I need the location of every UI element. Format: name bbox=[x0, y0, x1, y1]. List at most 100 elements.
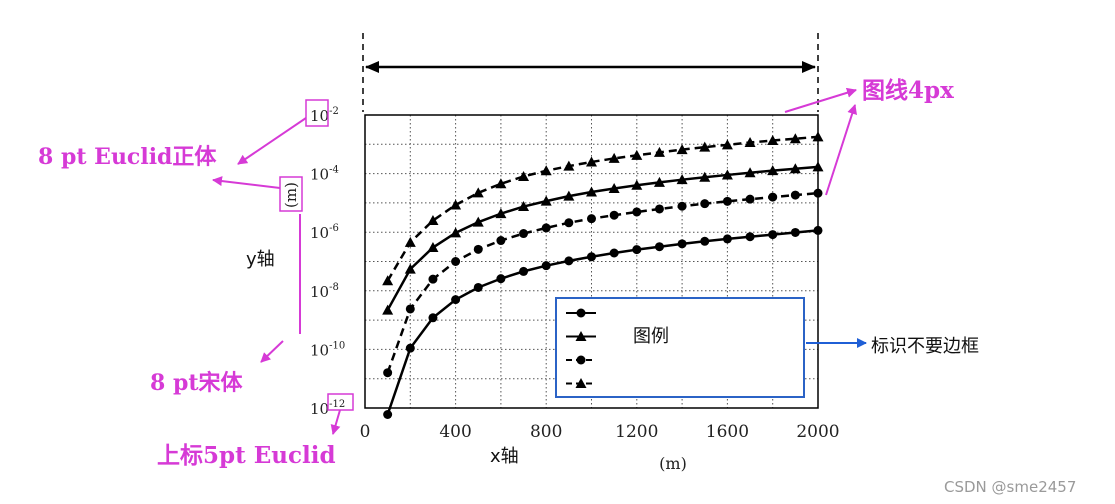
data-point-circle bbox=[496, 274, 506, 284]
data-point-circle bbox=[541, 261, 551, 271]
data-point-triangle bbox=[767, 165, 779, 176]
y-axis-cn-label: y轴 bbox=[246, 249, 275, 270]
data-point-circle bbox=[587, 252, 596, 262]
x-axis-label: (m) bbox=[659, 454, 687, 473]
annotation-arrow-y-label bbox=[212, 176, 281, 189]
data-point-circle bbox=[519, 229, 529, 239]
y-tick-label: 10-4 bbox=[310, 165, 339, 184]
legend-box bbox=[555, 297, 805, 398]
data-point-circle bbox=[745, 232, 755, 242]
y-axis-label: (m) bbox=[282, 182, 300, 208]
series-1 bbox=[382, 131, 824, 286]
legend-entry bbox=[566, 355, 596, 365]
data-point-triangle bbox=[653, 146, 665, 157]
data-point-circle bbox=[609, 248, 619, 258]
annotation-arrow-top-exponent bbox=[237, 117, 307, 165]
data-point-triangle bbox=[699, 141, 711, 152]
plot-frame bbox=[364, 114, 819, 409]
data-point-triangle bbox=[767, 134, 779, 145]
data-point-triangle bbox=[495, 178, 507, 189]
data-point-triangle bbox=[450, 199, 462, 210]
legend-entries bbox=[566, 308, 596, 388]
data-point-circle bbox=[790, 190, 800, 200]
series-3 bbox=[383, 188, 823, 378]
data-point-circle bbox=[790, 227, 800, 237]
data-point-circle bbox=[654, 242, 664, 252]
legend-entry bbox=[566, 331, 596, 341]
x-tick-label: 1600 bbox=[706, 422, 749, 442]
data-point-circle bbox=[473, 282, 483, 292]
x-tick-labels: 0 400 800 1200 1600 2000 bbox=[360, 422, 840, 442]
data-point-triangle bbox=[472, 216, 484, 227]
data-point-triangle bbox=[518, 201, 530, 212]
series-4 bbox=[383, 225, 823, 420]
data-point-triangle bbox=[518, 170, 530, 181]
data-point-circle bbox=[541, 223, 551, 233]
data-point-triangle bbox=[404, 236, 416, 247]
data-point-triangle bbox=[631, 149, 643, 160]
x-tick-label: 1200 bbox=[615, 422, 658, 442]
series-line bbox=[386, 135, 819, 282]
annotation-arrow-line-width-bottom bbox=[825, 104, 857, 196]
data-point-circle bbox=[609, 210, 619, 220]
annotation-arrow-line-width-top bbox=[784, 87, 857, 113]
y-tick-label: 10-8 bbox=[310, 282, 339, 301]
data-point-circle bbox=[428, 274, 438, 284]
data-point-circle bbox=[496, 236, 506, 246]
data-point-circle bbox=[576, 308, 586, 318]
data-point-circle bbox=[564, 218, 574, 228]
data-point-circle bbox=[383, 410, 393, 420]
bottom-exponent-highlight bbox=[327, 393, 354, 411]
data-point-triangle bbox=[676, 144, 688, 155]
data-point-triangle bbox=[427, 215, 439, 226]
data-point-triangle bbox=[812, 161, 824, 172]
data-point-triangle bbox=[472, 187, 484, 198]
data-point-circle bbox=[677, 201, 687, 211]
data-point-circle bbox=[700, 199, 710, 209]
data-point-triangle bbox=[563, 190, 575, 201]
data-point-circle bbox=[768, 192, 778, 202]
data-point-triangle bbox=[586, 186, 597, 197]
series-2 bbox=[382, 161, 824, 315]
data-point-triangle bbox=[812, 131, 824, 142]
y-tick-label: 10-6 bbox=[310, 223, 339, 242]
x-tick-label: 2000 bbox=[796, 422, 839, 442]
legend-entry bbox=[566, 378, 596, 388]
y-tick-labels: 10-2 10-4 10-6 10-8 10-10 10-12 bbox=[310, 106, 345, 418]
data-point-triangle bbox=[404, 263, 416, 274]
data-point-triangle bbox=[540, 165, 552, 176]
annotation-arrow-superscript bbox=[330, 409, 341, 435]
data-point-circle bbox=[405, 304, 415, 314]
data-point-circle bbox=[564, 256, 574, 266]
data-point-circle bbox=[632, 207, 642, 217]
x-tick-label: 400 bbox=[439, 422, 471, 442]
data-point-triangle bbox=[608, 183, 620, 194]
data-point-circle bbox=[677, 239, 687, 249]
data-point-circle bbox=[722, 234, 732, 244]
x-axis-cn-label: x轴 bbox=[490, 446, 519, 467]
data-point-triangle bbox=[789, 133, 801, 144]
y-tick-label: 10-2 bbox=[310, 106, 339, 125]
data-point-triangle bbox=[789, 163, 801, 174]
data-point-circle bbox=[451, 295, 461, 305]
data-point-triangle bbox=[699, 171, 711, 182]
data-point-triangle bbox=[563, 160, 575, 171]
data-point-triangle bbox=[744, 137, 756, 148]
watermark: CSDN @sme2457 bbox=[944, 478, 1076, 496]
legend: 图例 bbox=[555, 297, 805, 398]
data-point-circle bbox=[813, 188, 823, 198]
data-point-circle bbox=[632, 245, 642, 255]
legend-caption: 图例 bbox=[633, 326, 669, 347]
series-layer bbox=[382, 131, 824, 420]
y-axis-label-highlight bbox=[279, 176, 303, 212]
data-point-circle bbox=[745, 194, 755, 204]
data-point-triangle bbox=[427, 242, 439, 253]
y-tick-label: 10-12 bbox=[310, 399, 345, 418]
data-point-circle bbox=[473, 244, 483, 254]
data-point-triangle bbox=[575, 378, 587, 388]
x-tick-label: 0 bbox=[360, 422, 371, 442]
data-point-triangle bbox=[653, 176, 665, 187]
data-point-triangle bbox=[676, 174, 688, 185]
data-point-circle bbox=[519, 266, 529, 276]
